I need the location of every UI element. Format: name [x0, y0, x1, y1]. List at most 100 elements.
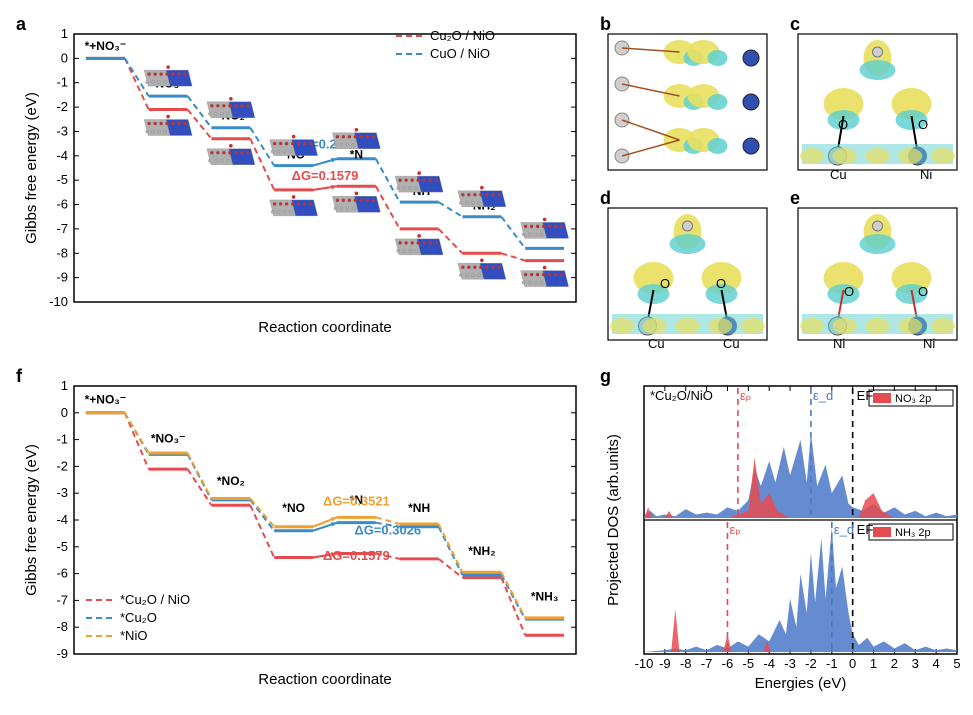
atom-label: Cu	[723, 336, 740, 351]
legend-label: *NiO	[120, 628, 147, 643]
step-connector	[125, 58, 149, 96]
panel-e-label: e	[790, 188, 800, 208]
step-connector	[125, 413, 149, 453]
slab-thumb	[207, 144, 255, 165]
ytick-label: -4	[56, 148, 68, 163]
panel-a-label: a	[16, 14, 27, 34]
slab-thumb	[144, 65, 192, 86]
ytick-label: -7	[56, 221, 68, 236]
xtick-label: -10	[635, 656, 654, 671]
ytick-label: 0	[61, 405, 68, 420]
ytick-label: 0	[61, 50, 68, 65]
ytick-label: -8	[56, 619, 68, 634]
xtick-label: -6	[722, 656, 734, 671]
slab-thumb	[395, 171, 443, 192]
dos-area	[644, 528, 957, 652]
dos-title: *Cu₂O/NiO	[650, 388, 713, 403]
xaxis-label: Energies (eV)	[755, 675, 847, 692]
ytick-label: 1	[61, 378, 68, 393]
step-connector	[439, 524, 463, 572]
xtick-label: 0	[849, 656, 856, 671]
step-label: *NO	[282, 501, 305, 515]
ytick-label: 1	[61, 26, 68, 41]
ytick-label: -1	[56, 432, 68, 447]
xtick-label: -4	[763, 656, 775, 671]
step-connector	[125, 413, 149, 469]
ytick-label: -3	[56, 485, 68, 500]
step-connector	[501, 572, 525, 618]
ytick-label: -4	[56, 512, 68, 527]
delta-g-label: ΔG=0.3521	[323, 493, 390, 508]
step-connector	[501, 217, 525, 249]
slab-thumb	[521, 218, 569, 239]
ytick-label: -5	[56, 539, 68, 554]
atom-label: O	[838, 117, 848, 132]
ytick-label: -1	[56, 75, 68, 90]
atom-label: Ni	[920, 167, 932, 182]
panel-d-label: d	[600, 188, 611, 208]
slab-thumb	[395, 234, 443, 255]
step-label: *+NO₃⁻	[85, 392, 127, 406]
dos-area	[644, 433, 957, 518]
atom-label: O	[660, 276, 670, 291]
slab-thumb	[332, 191, 380, 212]
legend-label: CuO / NiO	[430, 46, 490, 61]
xtick-label: 2	[891, 656, 898, 671]
panel-c-label: c	[790, 14, 800, 34]
xtick-label: -3	[784, 656, 796, 671]
ytick-label: -3	[56, 123, 68, 138]
slab-thumb	[332, 128, 380, 149]
delta-g-label: ΔG=0.1579	[292, 168, 359, 183]
step-connector	[439, 202, 463, 217]
yaxis-label: Projected DOS (arb.units)	[605, 434, 622, 606]
step-label: *NO₂	[217, 474, 245, 488]
panel-f-label: f	[16, 366, 23, 386]
atom-label: Cu	[830, 167, 847, 182]
ytick-label: -10	[49, 294, 68, 309]
legend-label: *Cu₂O	[120, 610, 157, 625]
dos-legend-swatch	[873, 393, 891, 403]
ep-label: εₚ	[729, 522, 740, 537]
xtick-label: 4	[933, 656, 940, 671]
xtick-label: -2	[805, 656, 817, 671]
step-connector	[439, 229, 463, 253]
slab-thumb	[144, 115, 192, 136]
step-label: *NO₃⁻	[151, 431, 186, 445]
step-connector	[439, 559, 463, 578]
step-connector	[376, 186, 400, 229]
ed-label: ε_d	[834, 522, 854, 537]
step-label: *NH₂	[468, 544, 495, 558]
step-connector	[501, 253, 525, 260]
step-connector	[188, 96, 212, 128]
xtick-label: 5	[953, 656, 960, 671]
step-connector	[125, 58, 149, 109]
step-connector	[250, 505, 274, 557]
atom-label: O	[918, 284, 928, 299]
yaxis-label: Gibbs free energy (eV)	[23, 444, 40, 596]
step-label: *NH₃	[531, 589, 559, 603]
slab-thumb	[521, 266, 569, 287]
ytick-label: -6	[56, 566, 68, 581]
xtick-label: -1	[826, 656, 838, 671]
atom-label: O	[844, 284, 854, 299]
ytick-label: -2	[56, 99, 68, 114]
xtick-label: 1	[870, 656, 877, 671]
step-label: *+NO₃⁻	[85, 39, 127, 53]
slab-thumb	[207, 97, 255, 118]
legend-label: *Cu₂O / NiO	[120, 592, 190, 607]
step-label: *NH	[408, 501, 430, 515]
slab-thumb	[270, 195, 318, 216]
ytick-label: -2	[56, 458, 68, 473]
ytick-label: -6	[56, 197, 68, 212]
yaxis-label: Gibbs free energy (eV)	[23, 92, 40, 244]
ytick-label: -5	[56, 172, 68, 187]
xaxis-label: Reaction coordinate	[258, 671, 391, 688]
xtick-label: -9	[659, 656, 671, 671]
figure-canvas: a-10-9-8-7-6-5-4-3-2-101Gibbs free energ…	[0, 0, 973, 715]
ep-label: εₚ	[740, 388, 751, 403]
atom-label: Cu	[648, 336, 665, 351]
slab-thumb	[458, 186, 506, 207]
step-connector	[250, 128, 274, 166]
atom-label: O	[918, 117, 928, 132]
xtick-label: -7	[701, 656, 713, 671]
